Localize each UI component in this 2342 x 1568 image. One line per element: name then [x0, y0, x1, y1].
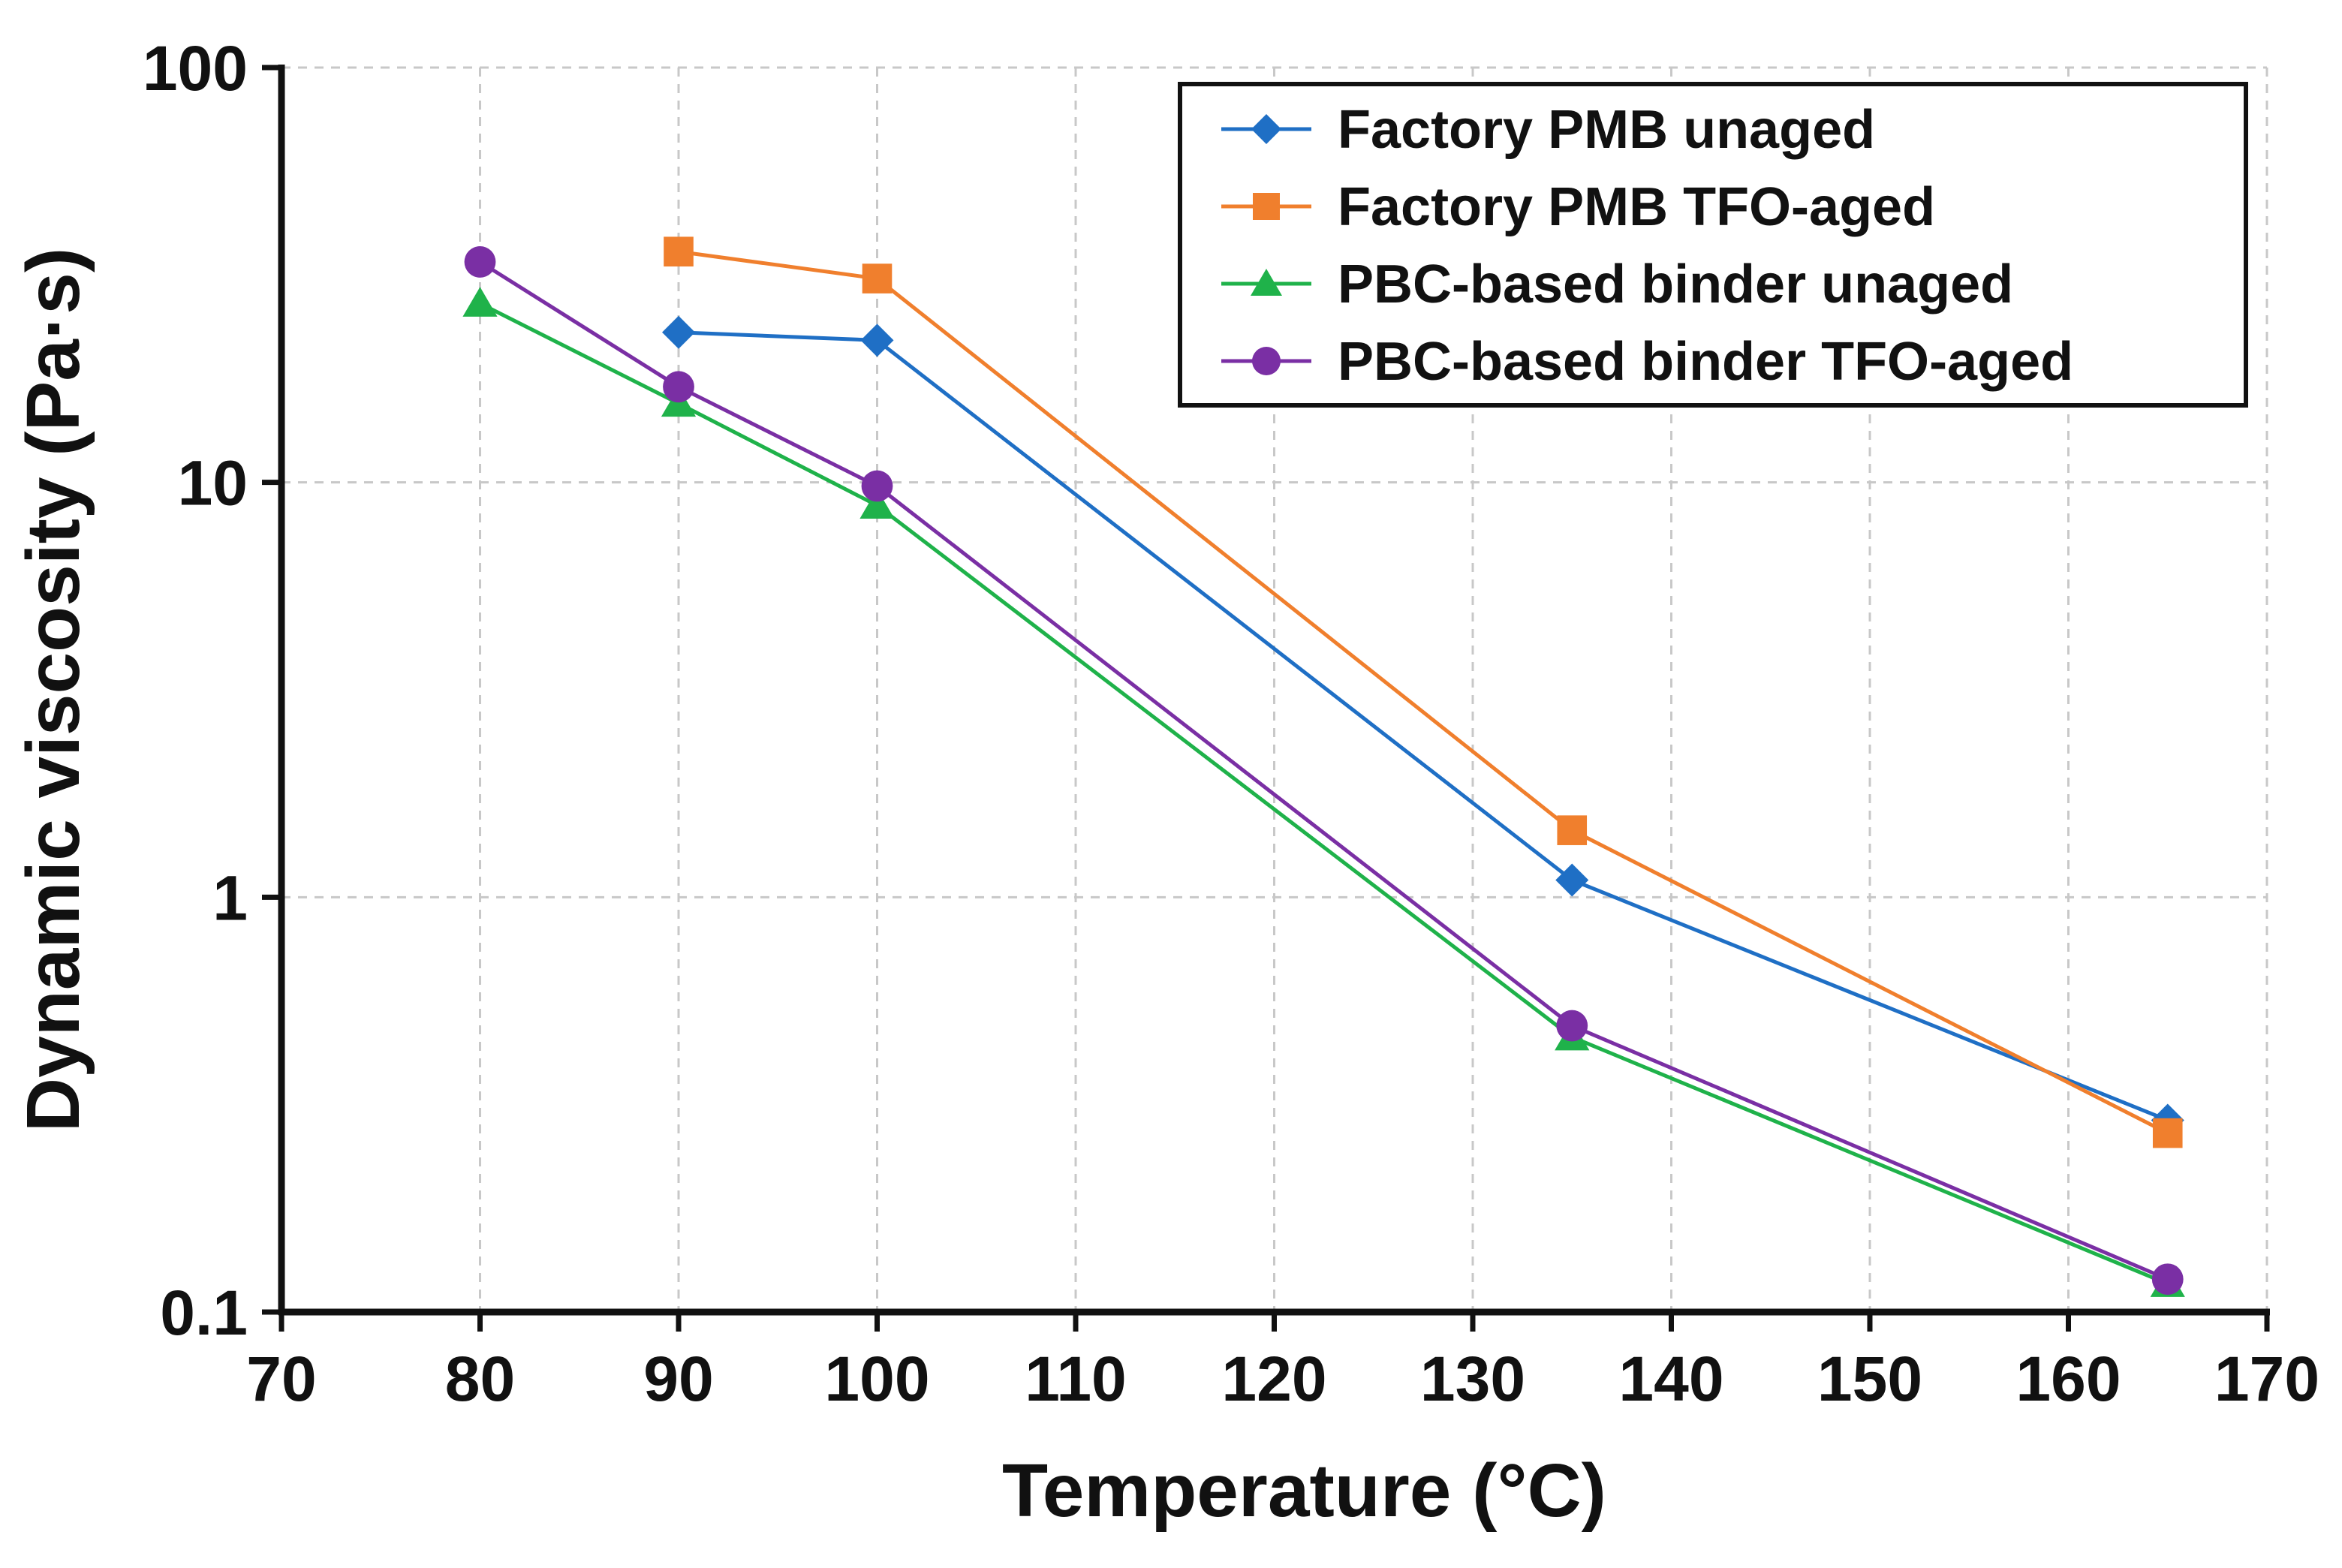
- data-point: [2151, 1263, 2184, 1296]
- x-tick-label: 90: [643, 1344, 713, 1414]
- x-tick-label: 70: [246, 1344, 316, 1414]
- y-tick-label: 100: [143, 33, 248, 104]
- data-point: [1555, 863, 1589, 897]
- series-line: [479, 302, 2169, 1286]
- legend-label: Factory PMB TFO-aged: [1338, 177, 1935, 237]
- data-point: [1556, 1010, 1588, 1042]
- series-3: [464, 246, 2184, 1296]
- legend-label: PBC-based binder TFO-aged: [1338, 332, 2073, 392]
- x-tick-label: 120: [1221, 1344, 1326, 1414]
- x-tick-label: 140: [1618, 1344, 1723, 1414]
- series-line: [678, 330, 2169, 1122]
- y-axis-title: Dynamic viscosity (Pa·s): [11, 248, 95, 1132]
- x-tick-label: 80: [445, 1344, 515, 1414]
- data-point: [664, 236, 694, 267]
- legend-label: PBC-based binder unaged: [1338, 254, 2013, 315]
- series-line: [479, 260, 2169, 1281]
- x-axis-title: Temperature (°C): [1002, 1449, 1606, 1533]
- legend-item: Factory PMB unaged: [1221, 100, 1875, 160]
- x-tick-label: 160: [2015, 1344, 2121, 1414]
- data-point: [1252, 347, 1281, 375]
- data-point: [860, 324, 894, 357]
- plot-area: [462, 236, 2185, 1297]
- legend-item: Factory PMB TFO-aged: [1221, 177, 1935, 237]
- series-1: [664, 236, 2183, 1148]
- y-tick-label: 10: [178, 448, 248, 519]
- legend-item: PBC-based binder unaged: [1221, 254, 2013, 315]
- legend-label: Factory PMB unaged: [1338, 100, 1875, 160]
- data-point: [1557, 815, 1588, 845]
- x-tick-label: 150: [1817, 1344, 1922, 1414]
- axes: [262, 65, 2270, 1332]
- x-tick-label: 110: [1025, 1344, 1127, 1414]
- data-point: [1253, 193, 1280, 220]
- series-line: [678, 249, 2169, 1135]
- data-point: [1251, 114, 1281, 144]
- data-point: [859, 489, 895, 519]
- x-tick-label: 130: [1420, 1344, 1525, 1414]
- legend: Factory PMB unaged Factory PMB TFO-aged PB…: [1178, 82, 2248, 408]
- legend-item: PBC-based binder TFO-aged: [1221, 332, 2073, 392]
- x-tick-label: 100: [824, 1344, 929, 1414]
- data-point: [662, 315, 695, 349]
- x-tick-label: 170: [2214, 1344, 2319, 1414]
- data-point: [1251, 269, 1282, 296]
- y-tick-label: 1: [212, 862, 248, 933]
- data-point: [861, 470, 893, 502]
- data-point: [464, 246, 496, 278]
- data-point: [862, 263, 893, 293]
- y-tick-label: 0.1: [160, 1278, 248, 1348]
- legend-box: [1178, 82, 2248, 408]
- data-point: [2152, 1118, 2183, 1148]
- series-2: [462, 287, 2185, 1297]
- data-point: [462, 287, 498, 317]
- data-point: [663, 371, 694, 403]
- series-0: [662, 315, 2184, 1137]
